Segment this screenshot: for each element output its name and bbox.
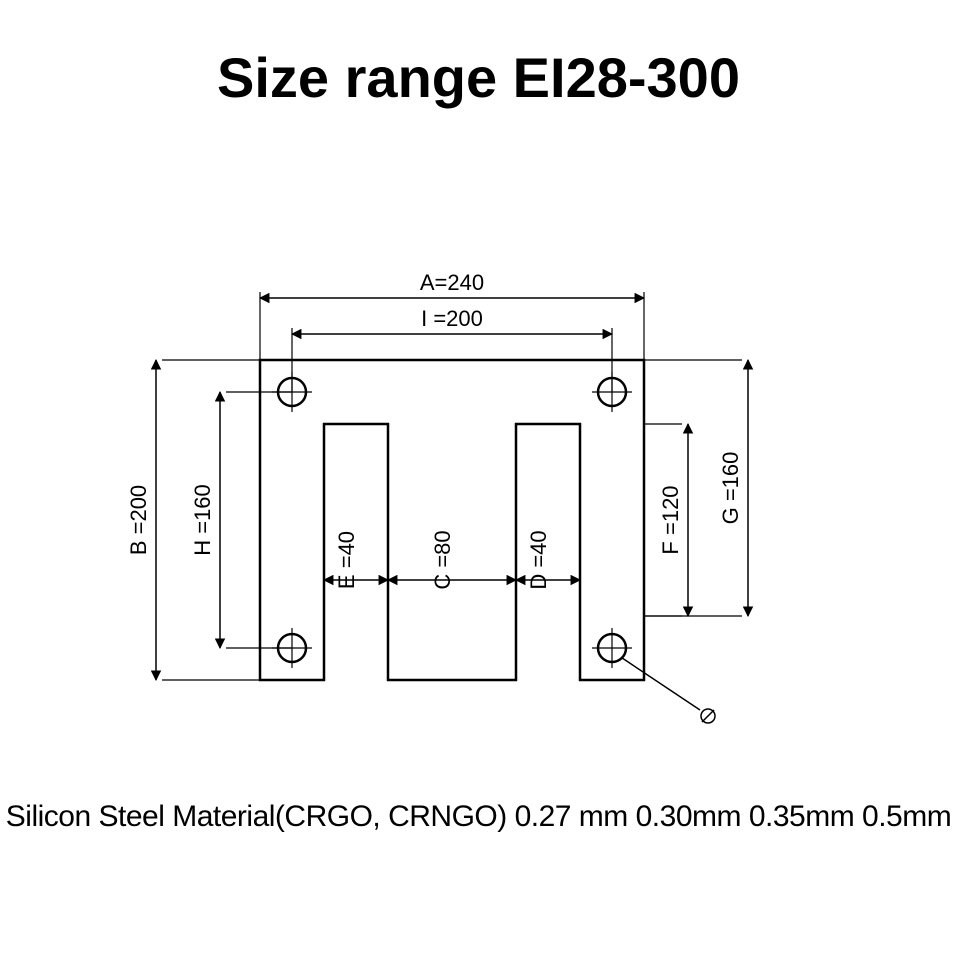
dim-H: H =160 bbox=[190, 484, 215, 556]
dim-C: C =80 bbox=[430, 530, 455, 589]
page-title: Size range EI28-300 bbox=[0, 45, 957, 110]
lamination-outline bbox=[260, 360, 644, 680]
dim-I: I =200 bbox=[421, 306, 483, 331]
dim-A: A=240 bbox=[420, 270, 484, 295]
page-root: Size range EI28-300 Silicon Steel Materi… bbox=[0, 0, 957, 957]
dim-D: D =40 bbox=[526, 530, 551, 589]
hole-leader bbox=[622, 658, 700, 710]
dim-F: F =120 bbox=[658, 485, 683, 554]
engineering-drawing: A=240 I =200 B =200 H =160 E =40 C =80 D =40 F … bbox=[120, 230, 880, 710]
drawing-svg: A=240 I =200 B =200 H =160 E =40 C =80 D =40 F … bbox=[120, 230, 880, 710]
dim-E: E =40 bbox=[334, 531, 359, 589]
material-subtitle: Silicon Steel Material(CRGO, CRNGO) 0.27… bbox=[0, 800, 957, 834]
dim-B: B =200 bbox=[126, 485, 151, 555]
dim-G: G =160 bbox=[718, 452, 743, 525]
